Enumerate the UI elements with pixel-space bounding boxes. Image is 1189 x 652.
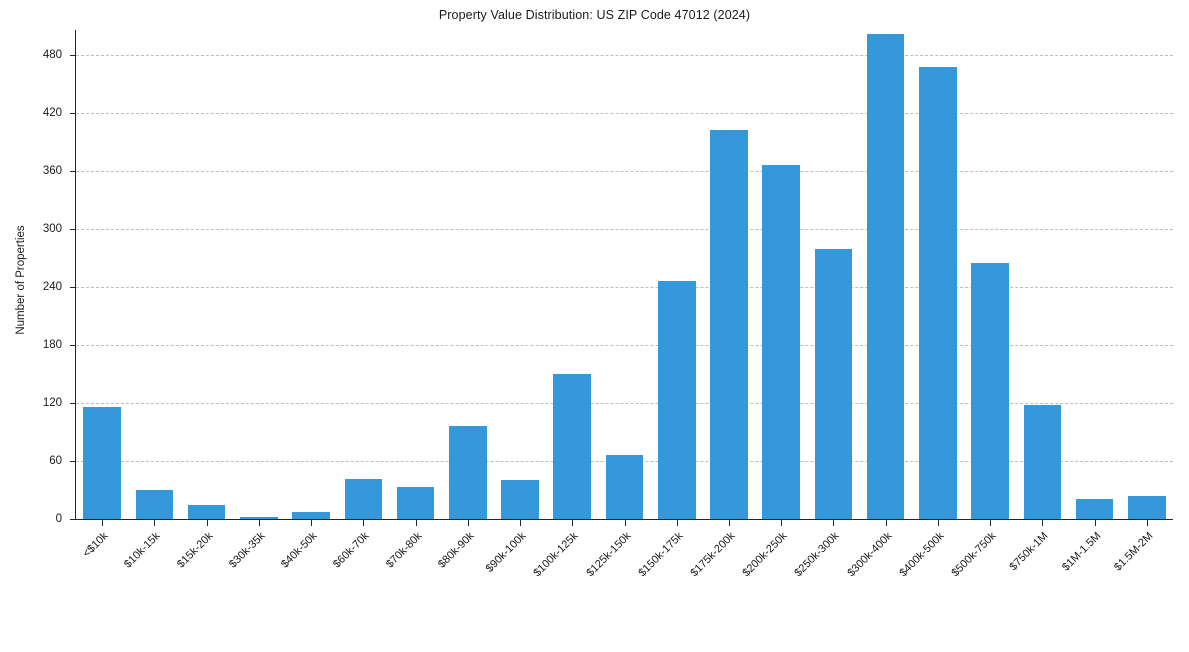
- gridline: [76, 345, 1173, 347]
- x-tick-mark: [1146, 520, 1148, 526]
- x-tick-mark: [206, 520, 208, 526]
- y-tick-label: 420: [42, 107, 62, 120]
- bar[interactable]: [866, 33, 905, 519]
- x-tick-label: $1.5M-2M: [1111, 530, 1156, 574]
- bar[interactable]: [344, 479, 383, 519]
- y-tick-mark: [70, 171, 76, 173]
- y-tick-label: 0: [55, 513, 62, 525]
- x-tick-mark: [258, 520, 260, 526]
- x-tick-mark: [572, 520, 574, 526]
- bar[interactable]: [605, 455, 644, 519]
- bar[interactable]: [710, 129, 748, 519]
- gridline: [76, 287, 1173, 289]
- y-tick-mark: [70, 229, 76, 231]
- bar[interactable]: [396, 487, 435, 519]
- bar[interactable]: [657, 281, 696, 519]
- x-tick-mark: [311, 520, 313, 526]
- gridline: [76, 229, 1173, 231]
- x-tick-mark: [728, 520, 730, 526]
- y-tick-label: 240: [42, 281, 62, 294]
- y-tick-label: 480: [42, 49, 62, 62]
- bar-chart: Property Value Distribution: US ZIP Code…: [15, 8, 1173, 580]
- bar[interactable]: [501, 480, 539, 519]
- chart-title: Property Value Distribution: US ZIP Code…: [438, 8, 751, 22]
- bar[interactable]: [971, 262, 1009, 519]
- x-tick-mark: [937, 520, 939, 526]
- x-tick-mark: [154, 520, 156, 526]
- bar[interactable]: [83, 406, 121, 519]
- x-tick-mark: [676, 520, 678, 526]
- x-tick-mark: [102, 520, 104, 526]
- y-tick-mark: [70, 113, 76, 115]
- x-tick-mark: [467, 520, 469, 526]
- bar[interactable]: [762, 165, 801, 519]
- bar[interactable]: [187, 505, 226, 519]
- bar[interactable]: [448, 426, 487, 519]
- y-tick-label: 360: [42, 165, 62, 178]
- y-tick-mark: [70, 287, 76, 289]
- y-tick-mark: [70, 403, 76, 405]
- plot-area: [76, 30, 1173, 519]
- x-tick-mark: [885, 520, 887, 526]
- x-tick-mark: [363, 520, 365, 526]
- x-tick-mark: [833, 520, 835, 526]
- bar[interactable]: [1128, 495, 1166, 519]
- gridline: [76, 55, 1173, 57]
- bar[interactable]: [814, 249, 853, 519]
- y-tick-label: 300: [42, 223, 62, 236]
- y-tick-mark: [70, 55, 76, 57]
- gridline: [76, 113, 1173, 115]
- y-tick-label: 60: [49, 455, 62, 468]
- bar[interactable]: [292, 512, 330, 519]
- x-tick-mark: [415, 520, 417, 526]
- x-tick-mark: [520, 520, 522, 526]
- gridline: [76, 403, 1173, 405]
- bar[interactable]: [1075, 498, 1114, 519]
- gridline: [76, 171, 1173, 173]
- x-tick-mark: [990, 520, 992, 526]
- bar[interactable]: [553, 374, 592, 519]
- bar[interactable]: [135, 490, 174, 519]
- x-tick-mark: [624, 520, 626, 526]
- bar[interactable]: [919, 66, 957, 519]
- x-axis-line: [76, 519, 1173, 520]
- y-axis-title: Number of Properties: [15, 225, 27, 335]
- y-tick-label: 180: [42, 339, 62, 352]
- x-tick-mark: [781, 520, 783, 526]
- bar[interactable]: [1023, 404, 1062, 519]
- y-tick-mark: [70, 461, 76, 463]
- y-tick-mark: [70, 345, 76, 347]
- bar[interactable]: [240, 517, 278, 519]
- x-tick-mark: [1042, 520, 1044, 526]
- y-tick-mark: [70, 519, 76, 520]
- y-tick-label: 120: [42, 397, 62, 410]
- x-tick-mark: [1094, 520, 1096, 526]
- y-axis-line: [75, 30, 76, 519]
